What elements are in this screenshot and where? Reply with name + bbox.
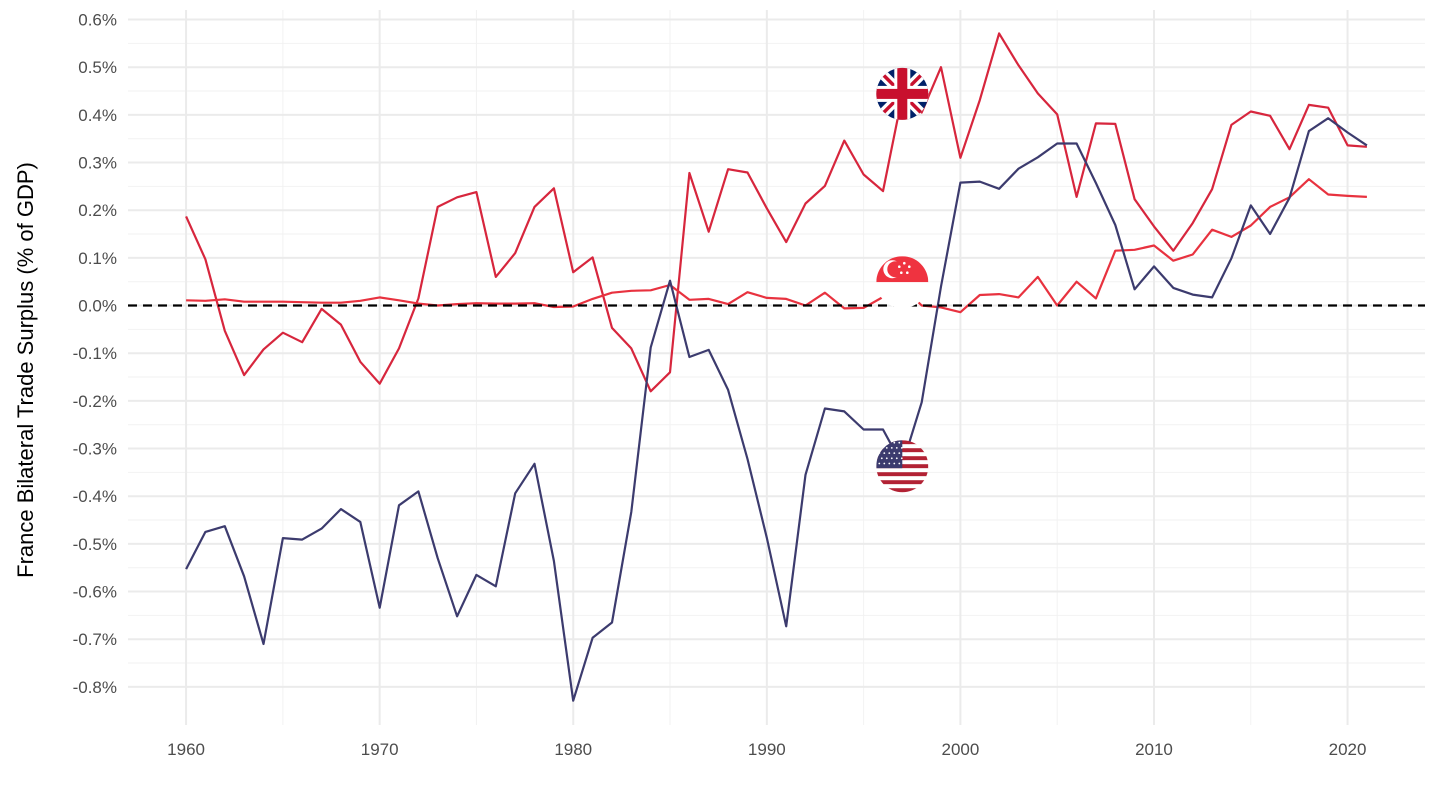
x-tick-label: 2000 (941, 740, 979, 759)
y-tick-label: 0.1% (78, 249, 117, 268)
y-axis-title: France Bilateral Trade Surplus (% of GDP… (13, 162, 38, 578)
major-gridlines (128, 10, 1425, 725)
singapore-series-line (186, 178, 1367, 314)
y-tick-label: 0.2% (78, 201, 117, 220)
minor-gridlines (128, 10, 1425, 725)
y-tick-label: 0.5% (78, 58, 117, 77)
y-axis-tick-labels: -0.8% -0.7% -0.6% -0.5% -0.4% -0.3% -0.2% -0.1%… (73, 11, 117, 697)
x-tick-label: 1960 (167, 740, 205, 759)
united-states-flag-icon (876, 440, 929, 493)
y-tick-label: -0.2% (73, 392, 117, 411)
x-tick-label: 2010 (1135, 740, 1173, 759)
flag-markers (876, 67, 929, 493)
x-axis-tick-labels: 1960 1970 1980 1990 2000 2010 2020 (167, 740, 1366, 759)
y-tick-label: -0.5% (73, 535, 117, 554)
united-states-series-line (185, 117, 1368, 702)
series-lines (185, 32, 1368, 702)
united-kingdom-series-line (185, 32, 1367, 393)
singapore-flag-icon (876, 256, 929, 309)
x-tick-label: 1970 (361, 740, 399, 759)
y-tick-label: 0.3% (78, 154, 117, 173)
y-tick-label: -0.8% (73, 678, 117, 697)
y-tick-label: -0.6% (73, 583, 117, 602)
x-tick-label: 1990 (748, 740, 786, 759)
x-tick-label: 1980 (554, 740, 592, 759)
y-tick-label: 0.4% (78, 106, 117, 125)
x-tick-label: 2020 (1329, 740, 1367, 759)
y-tick-label: -0.1% (73, 344, 117, 363)
y-tick-label: -0.4% (73, 487, 117, 506)
y-tick-label: -0.3% (73, 440, 117, 459)
y-tick-label: 0.0% (78, 297, 117, 316)
y-tick-label: 0.6% (78, 11, 117, 30)
y-tick-label: -0.7% (73, 630, 117, 649)
